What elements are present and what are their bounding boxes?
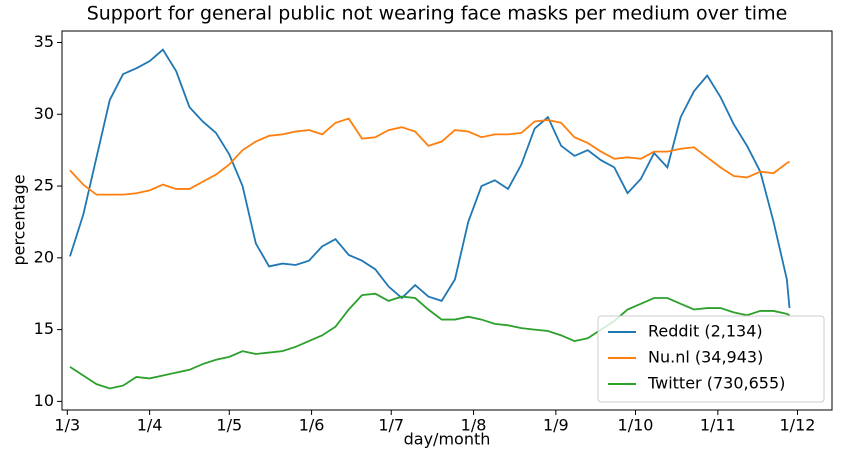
x-tick-label: 1/8 [461, 416, 487, 435]
x-tick-label: 1/4 [137, 416, 163, 435]
y-tick-label: 20 [34, 247, 54, 266]
x-tick-label: 1/10 [618, 416, 654, 435]
x-tick-label: 1/11 [700, 416, 736, 435]
x-tick-label: 1/6 [299, 416, 325, 435]
y-tick-label: 35 [34, 32, 54, 51]
y-tick-label: 15 [34, 319, 54, 338]
y-axis-label: percentage [10, 174, 29, 265]
legend-label: Nu.nl (34,943) [648, 348, 763, 367]
series-line [69, 292, 790, 390]
legend-box [597, 315, 825, 403]
series-line [69, 48, 791, 309]
y-tick-label: 25 [34, 176, 54, 195]
y-tick-label: 30 [34, 104, 54, 123]
plot-frame [61, 30, 833, 411]
legend-label: Twitter (730,655) [647, 374, 785, 393]
x-tick-label: 1/9 [543, 416, 569, 435]
x-tick-label: 1/7 [378, 416, 404, 435]
x-tick-label: 1/3 [54, 416, 80, 435]
x-tick-label: 1/5 [216, 416, 242, 435]
x-tick-label: 1/12 [780, 416, 816, 435]
y-tick-label: 10 [34, 391, 54, 410]
chart-title: Support for general public not wearing f… [87, 3, 788, 25]
legend: Reddit (2,134) Nu.nl (34,943) Twitter (730… [597, 315, 825, 403]
legend-label: Reddit (2,134) [648, 322, 763, 341]
x-axis-label: day/month [404, 430, 491, 449]
series-line [69, 117, 790, 196]
